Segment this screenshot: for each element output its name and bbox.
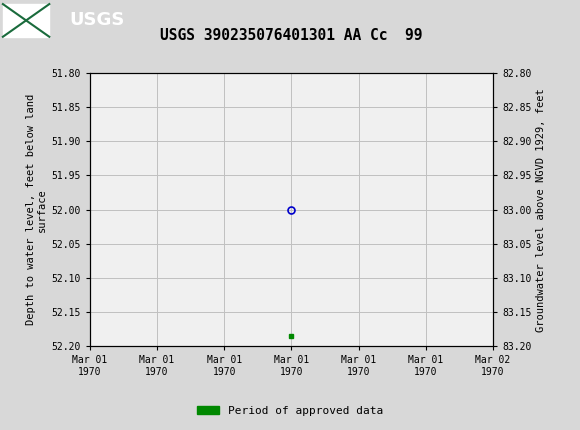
Legend: Period of approved data: Period of approved data: [193, 401, 387, 420]
Text: USGS: USGS: [70, 12, 125, 29]
Text: USGS 390235076401301 AA Cc  99: USGS 390235076401301 AA Cc 99: [160, 28, 423, 43]
Bar: [3, 4, 49, 37]
Y-axis label: Groundwater level above NGVD 1929, feet: Groundwater level above NGVD 1929, feet: [535, 88, 546, 332]
Y-axis label: Depth to water level, feet below land
surface: Depth to water level, feet below land su…: [26, 94, 48, 325]
